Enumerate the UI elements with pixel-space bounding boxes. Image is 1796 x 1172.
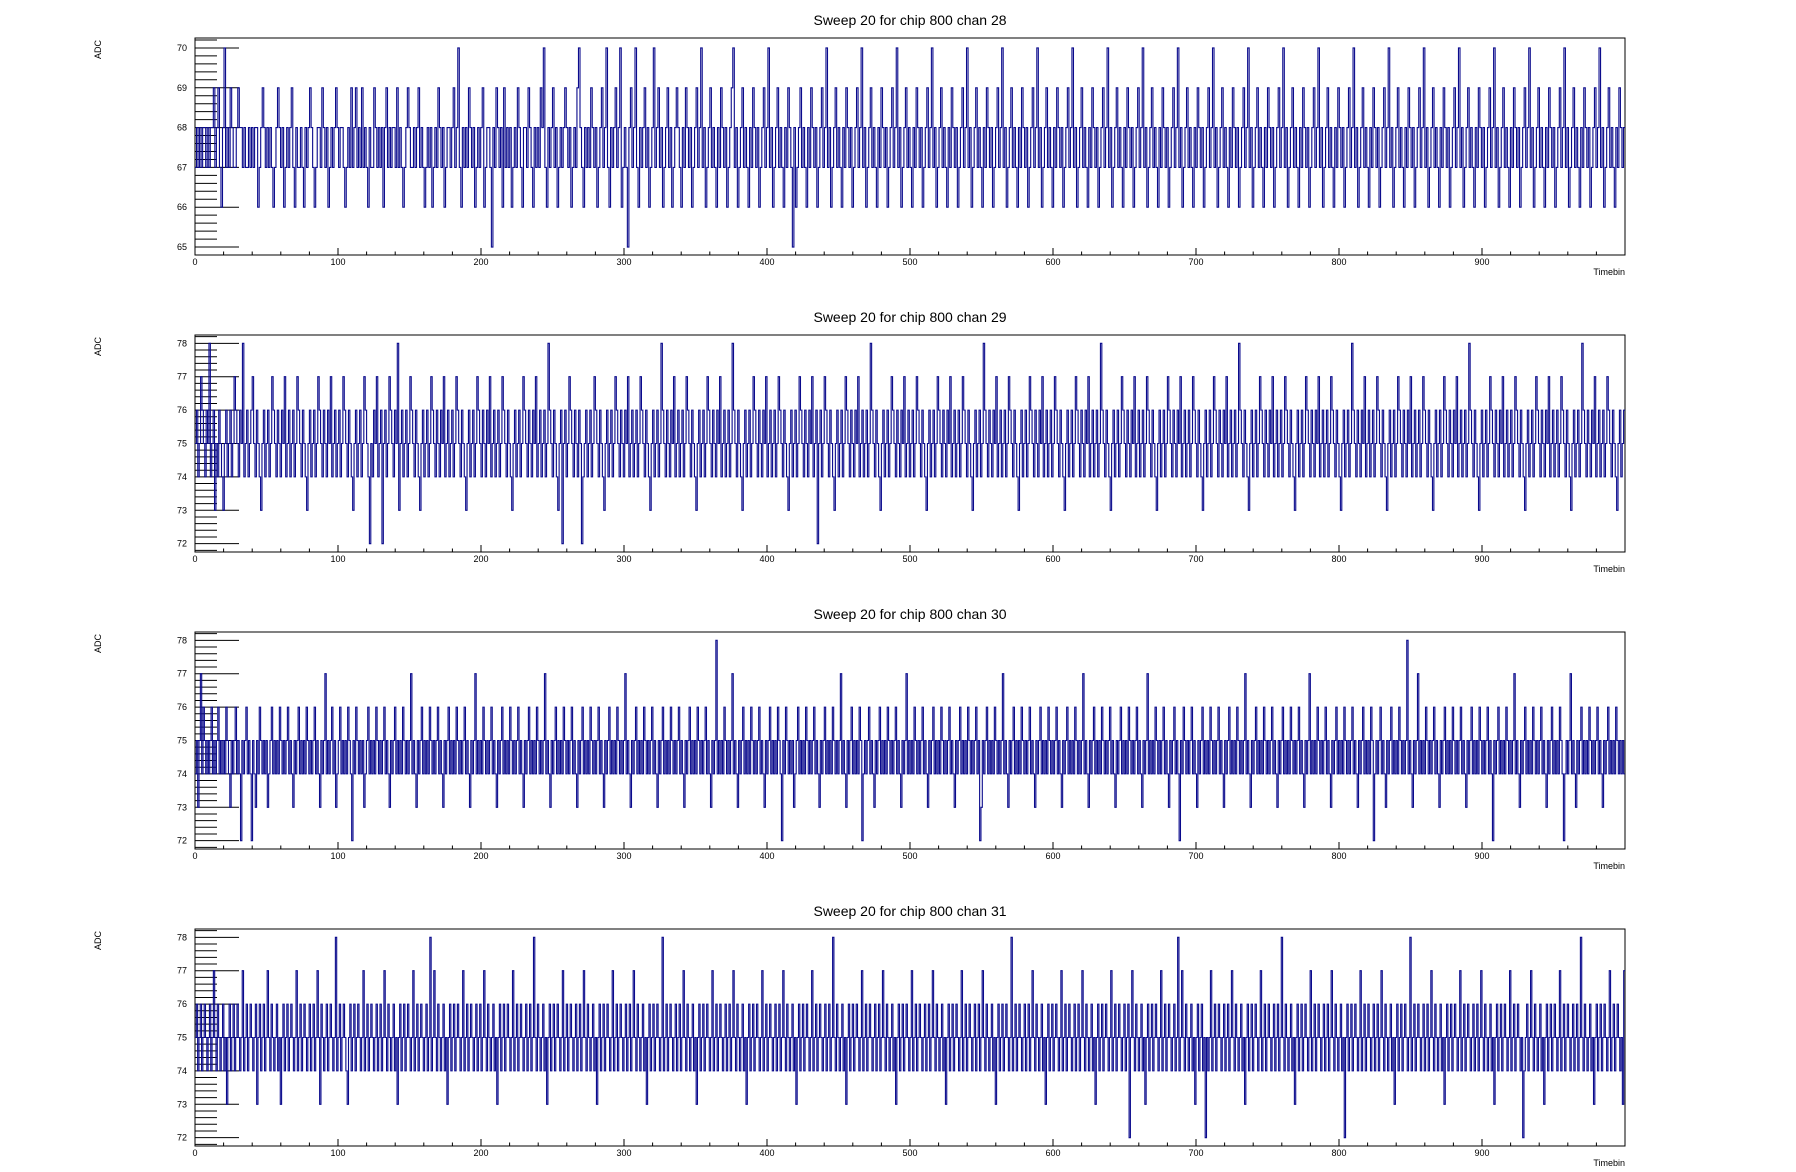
x-tick-label: 200 xyxy=(473,257,488,267)
x-tick-label: 800 xyxy=(1331,257,1346,267)
y-tick-label: 72 xyxy=(177,836,187,846)
y-tick-label: 74 xyxy=(177,472,187,482)
y-tick-label: 78 xyxy=(177,338,187,348)
chart-panel-chan-29: Sweep 20 for chip 800 chan 29 ADC Timebin 7… xyxy=(93,309,1626,574)
x-tick-label: 700 xyxy=(1188,1148,1203,1158)
y-axis-label: ADC xyxy=(93,337,103,357)
y-tick-label: 78 xyxy=(177,635,187,645)
x-tick-label: 100 xyxy=(330,1148,345,1158)
x-tick-label: 500 xyxy=(902,851,917,861)
y-tick-label: 77 xyxy=(177,966,187,976)
x-tick-label: 600 xyxy=(1045,554,1060,564)
chart-title: Sweep 20 for chip 800 chan 28 xyxy=(813,12,1006,28)
x-tick-label: 700 xyxy=(1188,257,1203,267)
x-tick-label: 100 xyxy=(330,257,345,267)
y-tick-label: 77 xyxy=(177,669,187,679)
series-line xyxy=(195,342,1625,545)
x-tick-label: 300 xyxy=(616,257,631,267)
x-tick-label: 600 xyxy=(1045,257,1060,267)
y-tick-label: 75 xyxy=(177,736,187,746)
x-tick-label: 700 xyxy=(1188,554,1203,564)
x-tick-label: 700 xyxy=(1188,851,1203,861)
y-tick-label: 65 xyxy=(177,242,187,252)
y-tick-label: 66 xyxy=(177,202,187,212)
y-axis-label: ADC xyxy=(93,634,103,654)
y-tick-label: 67 xyxy=(177,162,187,172)
x-tick-label: 400 xyxy=(759,554,774,564)
x-tick-label: 200 xyxy=(473,1148,488,1158)
x-tick-label: 800 xyxy=(1331,1148,1346,1158)
y-tick-label: 73 xyxy=(177,505,187,515)
x-tick-label: 800 xyxy=(1331,554,1346,564)
x-tick-label: 300 xyxy=(616,554,631,564)
x-tick-label: 200 xyxy=(473,851,488,861)
x-tick-label: 900 xyxy=(1474,1148,1489,1158)
x-tick-label: 500 xyxy=(902,257,917,267)
y-tick-label: 72 xyxy=(177,1133,187,1143)
y-tick-label: 73 xyxy=(177,1099,187,1109)
x-axis-label: Timebin xyxy=(1593,1158,1625,1168)
x-tick-label: 400 xyxy=(759,257,774,267)
x-tick-label: 300 xyxy=(616,1148,631,1158)
x-tick-label: 100 xyxy=(330,851,345,861)
y-tick-label: 76 xyxy=(177,702,187,712)
y-tick-label: 72 xyxy=(177,539,187,549)
x-tick-label: 500 xyxy=(902,554,917,564)
y-axis-label: ADC xyxy=(93,931,103,951)
x-axis-label: Timebin xyxy=(1593,861,1625,871)
y-tick-label: 70 xyxy=(177,43,187,53)
chart-panel-chan-30: Sweep 20 for chip 800 chan 30 ADC Timebin 7… xyxy=(93,606,1626,871)
x-tick-label: 100 xyxy=(330,554,345,564)
x-tick-label: 400 xyxy=(759,1148,774,1158)
y-tick-label: 76 xyxy=(177,405,187,415)
x-tick-label: 600 xyxy=(1045,851,1060,861)
y-tick-label: 73 xyxy=(177,802,187,812)
chart-panel-chan-28: Sweep 20 for chip 800 chan 28 ADC Timebin 6… xyxy=(93,12,1626,277)
y-tick-label: 76 xyxy=(177,999,187,1009)
x-tick-label: 300 xyxy=(616,851,631,861)
x-tick-label: 800 xyxy=(1331,851,1346,861)
chart-title: Sweep 20 for chip 800 chan 30 xyxy=(813,606,1006,622)
x-tick-label: 0 xyxy=(192,257,197,267)
y-tick-label: 78 xyxy=(177,932,187,942)
x-tick-label: 0 xyxy=(192,851,197,861)
y-tick-label: 74 xyxy=(177,769,187,779)
x-tick-label: 900 xyxy=(1474,851,1489,861)
series-line xyxy=(195,47,1625,248)
chart-title: Sweep 20 for chip 800 chan 31 xyxy=(813,903,1006,919)
chart-panel-chan-31: Sweep 20 for chip 800 chan 31 ADC Timebin 7… xyxy=(93,903,1626,1168)
x-axis-label: Timebin xyxy=(1593,564,1625,574)
x-tick-label: 200 xyxy=(473,554,488,564)
series-line xyxy=(195,936,1625,1139)
y-tick-label: 75 xyxy=(177,439,187,449)
series-line xyxy=(195,639,1625,842)
y-tick-label: 77 xyxy=(177,372,187,382)
x-tick-label: 0 xyxy=(192,554,197,564)
y-tick-label: 69 xyxy=(177,83,187,93)
x-tick-label: 600 xyxy=(1045,1148,1060,1158)
y-tick-label: 68 xyxy=(177,123,187,133)
x-axis-label: Timebin xyxy=(1593,267,1625,277)
y-tick-label: 75 xyxy=(177,1033,187,1043)
y-axis-label: ADC xyxy=(93,40,103,60)
x-tick-label: 900 xyxy=(1474,554,1489,564)
x-tick-label: 400 xyxy=(759,851,774,861)
y-tick-label: 74 xyxy=(177,1066,187,1076)
x-tick-label: 500 xyxy=(902,1148,917,1158)
x-tick-label: 900 xyxy=(1474,257,1489,267)
chart-title: Sweep 20 for chip 800 chan 29 xyxy=(813,309,1006,325)
x-tick-label: 0 xyxy=(192,1148,197,1158)
